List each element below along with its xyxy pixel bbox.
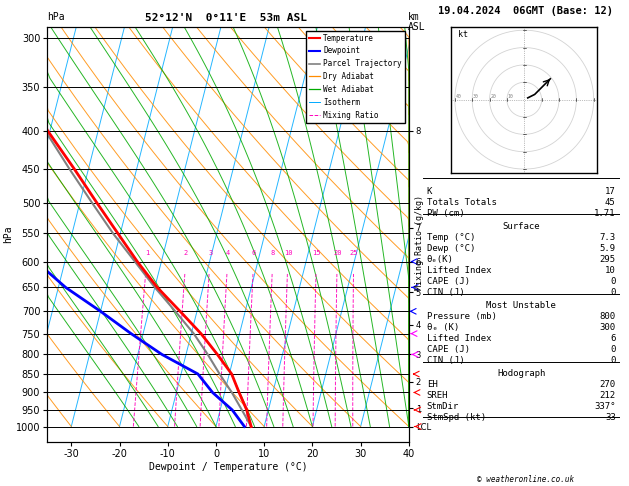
Text: 0: 0 xyxy=(610,277,616,286)
Text: © weatheronline.co.uk: © weatheronline.co.uk xyxy=(477,474,574,484)
Text: 20: 20 xyxy=(333,250,342,256)
Text: 10: 10 xyxy=(284,250,292,256)
Text: SREH: SREH xyxy=(426,391,448,400)
Text: CAPE (J): CAPE (J) xyxy=(426,345,470,354)
Text: θₑ (K): θₑ (K) xyxy=(426,323,459,332)
Text: 2: 2 xyxy=(184,250,188,256)
Text: 10: 10 xyxy=(605,266,616,275)
Text: 300: 300 xyxy=(599,323,616,332)
Text: 337°: 337° xyxy=(594,402,616,411)
Text: 3: 3 xyxy=(208,250,213,256)
Text: CIN (J): CIN (J) xyxy=(426,356,464,365)
Text: 10: 10 xyxy=(508,94,513,99)
Text: 1.71: 1.71 xyxy=(594,209,616,218)
Y-axis label: hPa: hPa xyxy=(3,226,13,243)
Text: 800: 800 xyxy=(599,312,616,321)
Text: Most Unstable: Most Unstable xyxy=(486,301,556,310)
Text: 52°12'N  0°11'E  53m ASL: 52°12'N 0°11'E 53m ASL xyxy=(145,13,308,23)
Text: 25: 25 xyxy=(350,250,358,256)
Text: 7.3: 7.3 xyxy=(599,233,616,242)
Text: 4: 4 xyxy=(226,250,230,256)
Text: km: km xyxy=(408,12,420,22)
Text: 1: 1 xyxy=(145,250,149,256)
Text: Totals Totals: Totals Totals xyxy=(426,198,496,207)
Text: EH: EH xyxy=(426,380,437,389)
Text: 0: 0 xyxy=(610,288,616,297)
Text: 295: 295 xyxy=(599,255,616,264)
Text: Dewp (°C): Dewp (°C) xyxy=(426,244,475,253)
Text: Hodograph: Hodograph xyxy=(497,369,545,378)
Text: 17: 17 xyxy=(605,187,616,196)
Text: ASL: ASL xyxy=(408,21,425,32)
Text: Lifted Index: Lifted Index xyxy=(426,266,491,275)
Text: 5.9: 5.9 xyxy=(599,244,616,253)
Text: CAPE (J): CAPE (J) xyxy=(426,277,470,286)
Text: 6: 6 xyxy=(252,250,256,256)
Text: Surface: Surface xyxy=(503,222,540,231)
Text: Lifted Index: Lifted Index xyxy=(426,334,491,343)
Text: hPa: hPa xyxy=(47,12,65,22)
Text: 8: 8 xyxy=(270,250,275,256)
Text: kt: kt xyxy=(459,30,469,39)
Text: CIN (J): CIN (J) xyxy=(426,288,464,297)
Text: 0: 0 xyxy=(610,356,616,365)
Text: 15: 15 xyxy=(312,250,321,256)
Text: 30: 30 xyxy=(473,94,479,99)
Legend: Temperature, Dewpoint, Parcel Trajectory, Dry Adiabat, Wet Adiabat, Isotherm, Mi: Temperature, Dewpoint, Parcel Trajectory… xyxy=(306,31,405,122)
Text: 270: 270 xyxy=(599,380,616,389)
X-axis label: Dewpoint / Temperature (°C): Dewpoint / Temperature (°C) xyxy=(148,462,308,472)
Text: Pressure (mb): Pressure (mb) xyxy=(426,312,496,321)
Text: Temp (°C): Temp (°C) xyxy=(426,233,475,242)
Text: Mixing Ratio (g/kg): Mixing Ratio (g/kg) xyxy=(415,195,424,291)
Text: 6: 6 xyxy=(610,334,616,343)
Text: 45: 45 xyxy=(605,198,616,207)
Text: PW (cm): PW (cm) xyxy=(426,209,464,218)
Text: 33: 33 xyxy=(605,413,616,422)
Text: 20: 20 xyxy=(491,94,496,99)
Text: StmDir: StmDir xyxy=(426,402,459,411)
Text: 212: 212 xyxy=(599,391,616,400)
Text: 0: 0 xyxy=(610,345,616,354)
Text: K: K xyxy=(426,187,432,196)
Text: 40: 40 xyxy=(456,94,462,99)
Text: 19.04.2024  06GMT (Base: 12): 19.04.2024 06GMT (Base: 12) xyxy=(438,6,613,16)
Text: StmSpd (kt): StmSpd (kt) xyxy=(426,413,486,422)
Text: θₑ(K): θₑ(K) xyxy=(426,255,454,264)
